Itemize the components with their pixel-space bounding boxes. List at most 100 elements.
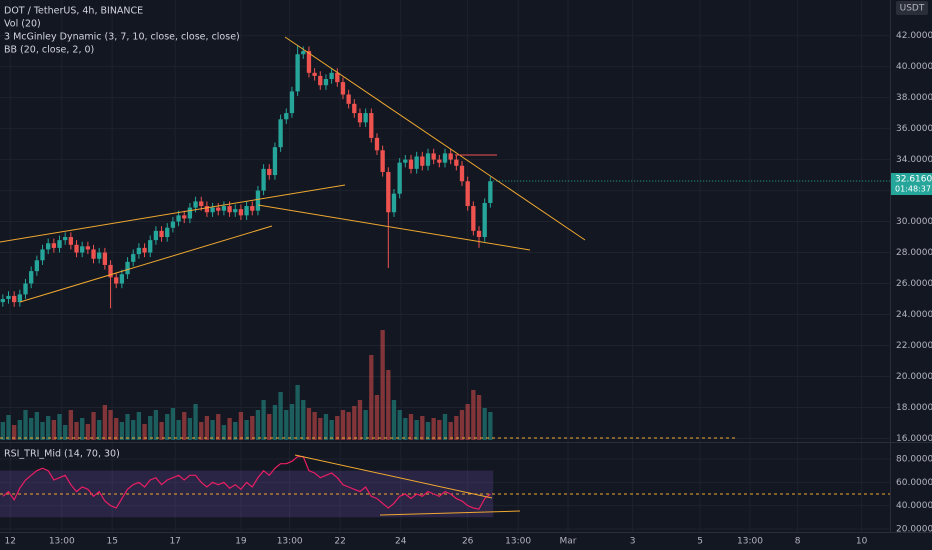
volume-bar — [437, 420, 442, 440]
candle-body — [187, 207, 193, 219]
candle-body — [312, 72, 317, 76]
candle-body — [255, 190, 261, 211]
volume-bar — [301, 400, 306, 440]
volume-bar — [335, 416, 340, 440]
volume-bar — [108, 410, 113, 440]
candle-body — [170, 221, 176, 228]
x-tick-label: Mar — [560, 537, 577, 547]
candle-body — [250, 206, 255, 211]
candle-body — [204, 206, 210, 213]
x-tick-label: 13:00 — [737, 537, 763, 547]
grid — [0, 0, 890, 532]
candle-body — [329, 72, 334, 80]
candle-body — [476, 230, 482, 238]
y-tick-label: 42.0000 — [896, 31, 932, 41]
volume-bar — [238, 412, 244, 440]
candle-body — [374, 137, 380, 151]
volume-bar — [193, 404, 198, 440]
candle-body — [210, 207, 215, 213]
candle-body — [40, 249, 45, 261]
candle-body — [278, 119, 283, 148]
candle-body — [335, 72, 340, 83]
volume-bar — [261, 400, 266, 440]
volume-bar — [272, 405, 278, 440]
volume-bar — [227, 418, 232, 440]
y-tick-label: 22.0000 — [896, 341, 932, 351]
candle-body — [437, 159, 442, 163]
candle-body — [454, 159, 459, 166]
rsi-line — [2, 456, 491, 510]
candle-body — [244, 206, 249, 216]
rsi-band-layer — [0, 470, 890, 518]
volume-bar — [182, 412, 187, 440]
y-tick-label: 36.0000 — [896, 124, 932, 134]
candle-body — [420, 156, 425, 166]
candle-body — [403, 159, 408, 163]
volume-bar — [34, 412, 40, 440]
volume-bar — [6, 415, 11, 440]
candle-body — [57, 240, 62, 248]
candle-body — [352, 103, 357, 114]
y-tick-label: 30.0000 — [896, 217, 932, 227]
y-tick-label: 16.0000 — [896, 434, 932, 444]
volume-bar — [97, 420, 102, 440]
volume-bar — [80, 418, 85, 440]
candle-body — [6, 295, 11, 300]
volume-bar — [408, 414, 414, 440]
volume-bar — [414, 420, 419, 440]
candle-body — [391, 193, 397, 213]
candle-body — [459, 165, 465, 182]
candle-body — [12, 295, 17, 303]
currency-label: USDT — [900, 4, 925, 14]
candle-body — [136, 247, 142, 255]
y-tick-label: 24.0000 — [896, 310, 932, 320]
volume-bar — [380, 330, 385, 440]
rsi-tick-label: 80.0000 — [896, 454, 932, 464]
candle-body — [0, 299, 5, 303]
candle-body — [85, 246, 91, 250]
candle-body — [221, 206, 227, 211]
candle-body — [153, 230, 159, 241]
candle-body — [74, 244, 79, 253]
candle-body — [363, 113, 368, 123]
volume-bar — [63, 425, 68, 440]
trend-line — [257, 204, 531, 251]
volume-bar — [91, 412, 96, 440]
volume-bar — [352, 406, 357, 440]
volume-bar — [306, 408, 312, 440]
volume-bar — [233, 422, 238, 440]
indicator-label: BB (20, close, 2, 0) — [4, 45, 94, 56]
volume-bar — [159, 422, 164, 440]
candle-body — [414, 156, 419, 169]
rsi-tick-label: 60.0000 — [896, 478, 932, 488]
x-tick-label: 5 — [697, 537, 703, 547]
y-tick-label: 38.0000 — [896, 93, 932, 103]
x-tick-label: 13:00 — [505, 537, 531, 547]
candle-body — [267, 168, 272, 176]
candle-body — [369, 113, 374, 138]
x-tick-label: 26 — [462, 537, 474, 547]
x-tick-label: 12 — [4, 537, 15, 547]
candle-body — [176, 215, 181, 222]
volume-bar — [346, 412, 351, 440]
candle-body — [318, 75, 323, 86]
volume-bar — [357, 400, 363, 440]
x-tick-label: 19 — [235, 537, 247, 547]
candle-body — [301, 51, 306, 55]
rsi-tick-label: 20.0000 — [896, 524, 932, 534]
rsi-tick-label: 40.0000 — [896, 501, 932, 511]
volume-bar — [244, 420, 249, 440]
candle-body — [442, 153, 448, 163]
x-tick-label: 15 — [107, 537, 118, 547]
currency-badge — [896, 1, 928, 15]
last-price-label: 32.6160 — [895, 175, 932, 185]
candle-body — [346, 94, 351, 104]
volume-bar — [476, 395, 482, 440]
rsi-title: RSI_TRI_Mid (14, 70, 30) — [4, 449, 120, 460]
trend-line — [0, 184, 346, 243]
volume-bar — [148, 416, 153, 440]
volume-bar — [448, 422, 453, 440]
candle-body — [261, 168, 266, 191]
volume-bar — [471, 390, 476, 440]
